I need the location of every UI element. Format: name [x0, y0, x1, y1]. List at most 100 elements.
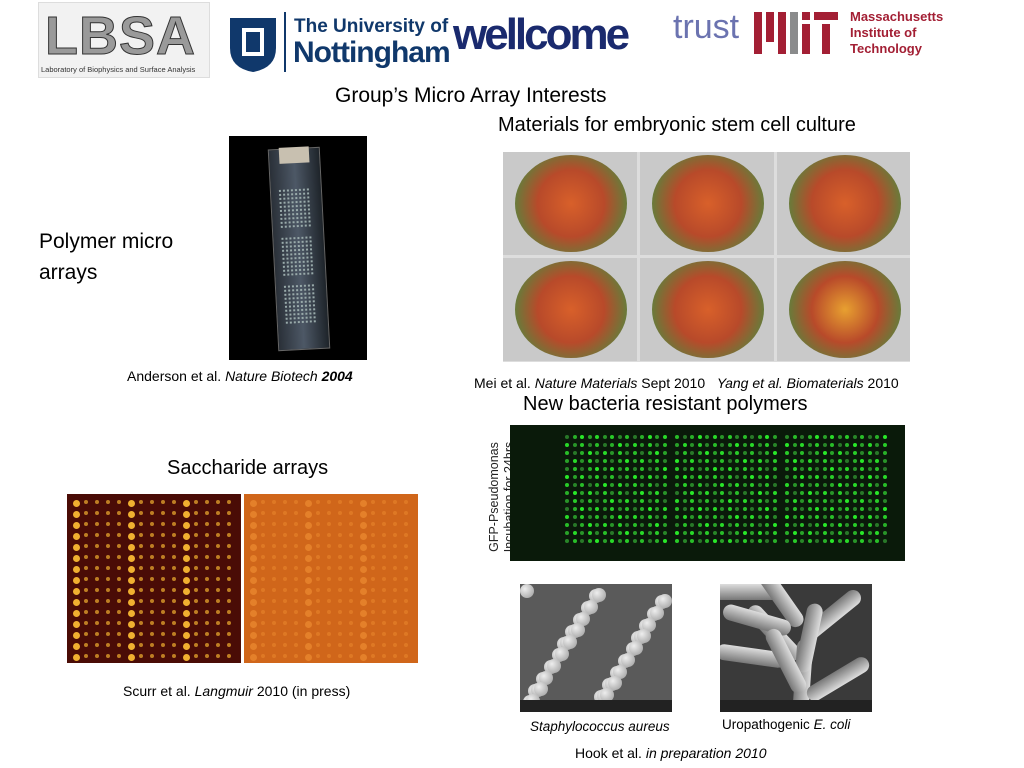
dot: [300, 220, 303, 223]
spot: [867, 539, 872, 543]
spot: [765, 435, 769, 439]
spot: [822, 459, 827, 463]
spot: [84, 522, 88, 526]
dot: [281, 245, 284, 248]
spot: [172, 566, 176, 570]
spot: [106, 522, 110, 526]
spot: [610, 539, 614, 543]
scale-bar: [720, 700, 872, 712]
spot: [845, 459, 849, 463]
spot: [194, 555, 198, 559]
spot: [655, 515, 659, 519]
dot: [291, 285, 294, 288]
spot: [393, 588, 397, 592]
spot: [216, 599, 220, 603]
spot: [250, 621, 257, 628]
dot: [304, 212, 307, 215]
spot: [316, 522, 320, 526]
spot: [73, 500, 80, 507]
spot: [815, 443, 819, 447]
spot: [632, 491, 637, 495]
spot: [640, 515, 644, 519]
spot: [205, 632, 209, 636]
spot: [750, 531, 754, 535]
spot: [360, 533, 367, 540]
spot: [742, 531, 747, 535]
dot: [285, 309, 288, 312]
spot: [852, 475, 857, 479]
spot: [382, 654, 386, 658]
ecoli-sem-image: [720, 584, 872, 712]
spot: [875, 539, 879, 543]
dot: [311, 268, 314, 271]
dot: [283, 205, 286, 208]
dot: [309, 240, 312, 243]
spot: [727, 483, 732, 487]
spot: [830, 531, 834, 535]
spot: [139, 621, 143, 625]
spot: [294, 643, 298, 647]
dot: [299, 284, 302, 288]
dot: [297, 309, 300, 312]
dot: [307, 196, 310, 199]
spot: [338, 511, 342, 515]
spot: [625, 539, 629, 543]
spot: [272, 621, 276, 625]
spot: [735, 435, 739, 439]
spot: [757, 515, 762, 519]
spot: [587, 515, 592, 519]
spot: [194, 500, 198, 504]
spot: [875, 435, 879, 439]
dot: [286, 265, 289, 268]
spot: [294, 632, 298, 636]
spot: [742, 515, 747, 519]
cell: [592, 588, 606, 602]
spot: [294, 621, 298, 625]
spot: [697, 443, 702, 447]
spot: [785, 507, 789, 511]
spot: [227, 599, 231, 603]
spot: [139, 654, 143, 658]
spot: [785, 467, 789, 471]
spot: [205, 522, 209, 526]
spot: [690, 539, 694, 543]
spot: [617, 459, 622, 463]
spot: [785, 539, 789, 543]
cell: [563, 635, 577, 649]
spot: [860, 539, 864, 543]
spot: [349, 588, 353, 592]
spot: [647, 483, 652, 487]
spot: [272, 577, 276, 581]
spot: [106, 577, 110, 581]
spot: [705, 531, 709, 535]
dot: [304, 288, 307, 291]
spot: [852, 523, 857, 527]
spot: [117, 544, 121, 548]
spot: [807, 443, 812, 447]
spot: [735, 491, 739, 495]
dot: [301, 248, 305, 251]
spot: [772, 483, 777, 487]
spot: [682, 539, 687, 543]
spot: [128, 522, 135, 529]
spot: [690, 499, 694, 503]
spot: [735, 523, 739, 527]
spot: [360, 566, 367, 573]
spot: [227, 566, 231, 570]
dot: [301, 308, 304, 311]
spot: [283, 643, 287, 647]
dot: [300, 224, 303, 227]
spot: [875, 483, 879, 487]
spot: [294, 522, 298, 526]
lbsa-text: LBSA: [45, 6, 196, 67]
spot: [720, 491, 724, 495]
spot: [150, 533, 154, 537]
dot: [303, 284, 306, 287]
dot: [294, 189, 297, 192]
spot: [867, 459, 872, 463]
spot: [250, 599, 257, 606]
dot: [303, 268, 306, 271]
spot: [807, 435, 812, 439]
spot: [675, 475, 679, 479]
spot: [172, 643, 176, 647]
